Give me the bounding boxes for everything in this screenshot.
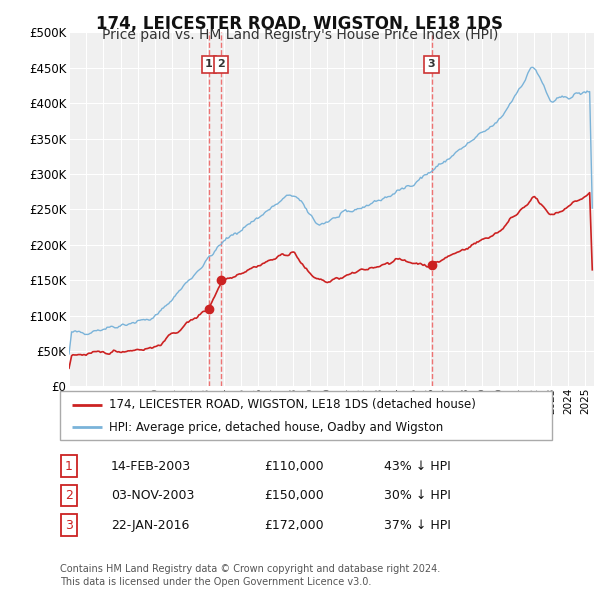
Text: 03-NOV-2003: 03-NOV-2003 [111,489,194,502]
Text: 2: 2 [217,60,225,69]
Text: 30% ↓ HPI: 30% ↓ HPI [384,489,451,502]
Text: 37% ↓ HPI: 37% ↓ HPI [384,519,451,532]
Text: £110,000: £110,000 [264,460,323,473]
Text: 3: 3 [428,60,436,69]
Text: HPI: Average price, detached house, Oadby and Wigston: HPI: Average price, detached house, Oadb… [109,421,443,434]
Text: Price paid vs. HM Land Registry's House Price Index (HPI): Price paid vs. HM Land Registry's House … [102,28,498,42]
Text: Contains HM Land Registry data © Crown copyright and database right 2024.
This d: Contains HM Land Registry data © Crown c… [60,564,440,587]
Text: 1: 1 [65,460,73,473]
Text: 2: 2 [65,489,73,502]
Text: 3: 3 [65,519,73,532]
Text: 14-FEB-2003: 14-FEB-2003 [111,460,191,473]
Text: 1: 1 [205,60,212,69]
Text: £150,000: £150,000 [264,489,324,502]
Text: 174, LEICESTER ROAD, WIGSTON, LE18 1DS (detached house): 174, LEICESTER ROAD, WIGSTON, LE18 1DS (… [109,398,476,411]
Text: £172,000: £172,000 [264,519,323,532]
Text: 22-JAN-2016: 22-JAN-2016 [111,519,190,532]
Text: 43% ↓ HPI: 43% ↓ HPI [384,460,451,473]
Text: 174, LEICESTER ROAD, WIGSTON, LE18 1DS: 174, LEICESTER ROAD, WIGSTON, LE18 1DS [97,15,503,33]
